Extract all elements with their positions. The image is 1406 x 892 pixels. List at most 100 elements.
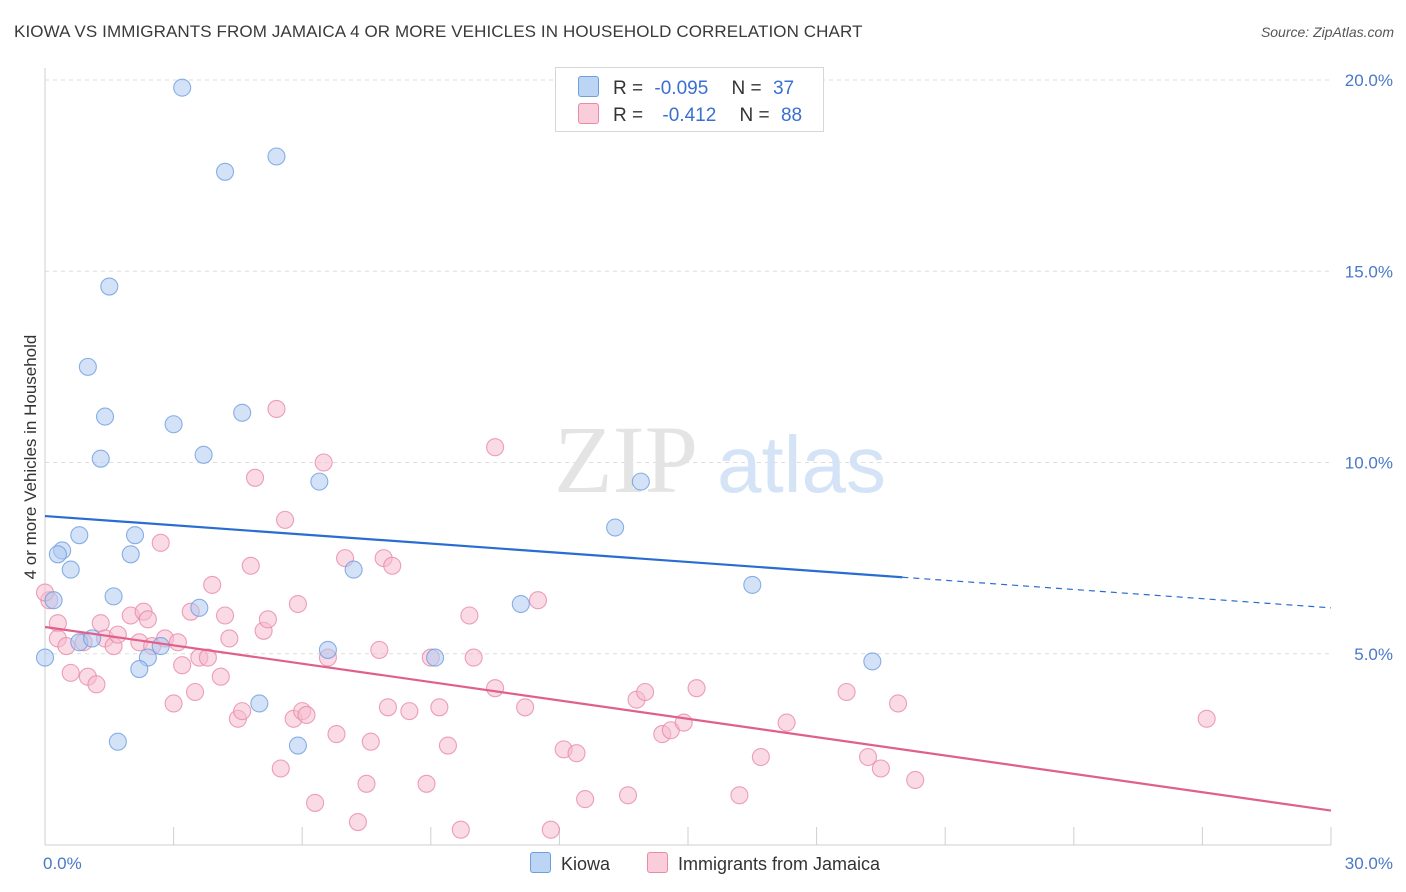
legend-r-label: R =	[613, 105, 644, 126]
watermark-atlas: atlas	[717, 420, 886, 509]
kiowa-point	[44, 591, 63, 610]
kiowa-point	[190, 598, 209, 617]
watermark-zip: ZIP	[554, 406, 698, 513]
jamaica-point	[348, 812, 367, 832]
legend-r-label: R =	[613, 78, 644, 99]
bottom-legend-kiowa: Kiowa	[530, 852, 610, 875]
jamaica-point	[233, 702, 252, 721]
kiowa-point	[863, 652, 882, 671]
axes	[44, 68, 1332, 846]
legend-swatch-kiowa	[578, 76, 599, 97]
jamaica-point	[516, 698, 535, 717]
jamaica-point	[486, 438, 505, 457]
kiowa-point	[318, 640, 337, 659]
legend-row-jamaica: R = -0.412 N = 88	[578, 103, 802, 127]
jamaica-point	[168, 633, 187, 652]
jamaica-point	[203, 575, 222, 594]
bottom-legend-swatch-jamaica	[647, 852, 668, 873]
bottom-legend-swatch-kiowa	[530, 852, 551, 873]
y-tick-label: 15.0%	[1345, 262, 1393, 281]
jamaica-point	[198, 648, 217, 667]
y-axis-title: 4 or more Vehicles in Household	[21, 335, 40, 580]
jamaica-point	[777, 713, 796, 732]
kiowa-point	[233, 403, 252, 422]
jamaica-point	[730, 786, 749, 805]
kiowa-point	[91, 449, 110, 468]
jamaica-point	[567, 744, 586, 763]
y-tick-label: 10.0%	[1345, 454, 1393, 473]
jamaica-point	[451, 820, 470, 839]
chart-title: KIOWA VS IMMIGRANTS FROM JAMAICA 4 OR MO…	[14, 22, 863, 41]
legend-r-jamaica: -0.412	[662, 105, 717, 126]
jamaica-point	[288, 594, 307, 614]
jamaica-point	[541, 820, 560, 839]
bottom-legend-jamaica: Immigrants from Jamaica	[647, 852, 880, 875]
legend-swatch-jamaica	[578, 103, 599, 124]
jamaica-point	[1197, 709, 1216, 728]
kiowa-point	[48, 545, 67, 564]
jamaica-point	[306, 793, 325, 812]
jamaica-point	[576, 790, 595, 809]
jamaica-point	[486, 679, 505, 698]
kiowa-point	[70, 526, 89, 545]
jamaica-point	[327, 725, 346, 744]
jamaica-point	[370, 640, 389, 659]
legend-box: R = -0.095 N = 37 R = -0.412 N = 88	[555, 67, 824, 132]
jamaica-point	[185, 682, 205, 702]
jamaica-point	[151, 533, 170, 552]
kiowa-point	[288, 736, 307, 755]
jamaica-point	[858, 747, 878, 767]
jamaica-point	[297, 705, 316, 725]
gridlines	[45, 79, 1331, 655]
jamaica-point	[61, 663, 80, 682]
jamaica-point	[138, 610, 157, 629]
jamaica-point	[211, 667, 230, 686]
kiowa-point	[250, 694, 269, 713]
legend-n-label: N =	[739, 105, 770, 126]
legend-n-kiowa: 37	[772, 78, 795, 99]
kiowa-point	[215, 162, 235, 181]
kiowa-point	[100, 277, 119, 296]
jamaica-point	[267, 399, 286, 419]
jamaica-point	[173, 656, 192, 675]
tick-labels: 5.0% 10.0% 15.0% 20.0% 0.0% 30.0%	[43, 71, 1393, 873]
jamaica-point	[276, 510, 295, 529]
kiowa-point	[631, 472, 650, 491]
jamaica-point	[383, 556, 402, 575]
jamaica-point	[164, 694, 183, 713]
jamaica-point	[220, 629, 239, 648]
bottom-legend-label-kiowa: Kiowa	[561, 854, 611, 874]
kiowa-point	[35, 648, 55, 667]
jamaica-point	[87, 675, 106, 694]
jamaica-point	[314, 453, 333, 472]
jamaica-point	[357, 774, 376, 793]
kiowa-point	[310, 472, 329, 491]
jamaica-point	[888, 694, 908, 713]
kiowa-point	[426, 648, 445, 667]
legend-r-kiowa: -0.095	[654, 78, 709, 99]
kiowa-point	[104, 587, 123, 606]
jamaica-point	[906, 770, 925, 790]
jamaica-point	[460, 606, 479, 625]
jamaica-point	[464, 648, 483, 667]
legend-n-label: N =	[731, 78, 762, 99]
kiowa-point	[606, 518, 625, 537]
bottom-legend-label-jamaica: Immigrants from Jamaica	[678, 854, 881, 874]
jamaica-point	[417, 774, 436, 793]
jamaica-point	[108, 625, 127, 644]
jamaica-point	[215, 606, 235, 625]
jamaica-point	[528, 591, 548, 610]
kiowa-trend-line	[44, 514, 903, 579]
jamaica-point	[378, 698, 397, 717]
jamaica-point	[271, 759, 290, 778]
kiowa-point	[121, 545, 140, 564]
jamaica-point	[837, 682, 856, 702]
jamaica-point	[636, 682, 655, 702]
kiowa-point	[194, 445, 213, 464]
jamaica-point	[751, 747, 770, 767]
kiowa-point	[130, 659, 149, 679]
kiowa-trend-extension	[902, 576, 1332, 609]
kiowa-point	[267, 147, 286, 166]
trend-lines	[44, 514, 1332, 812]
x-tick-label: 30.0%	[1345, 854, 1393, 873]
